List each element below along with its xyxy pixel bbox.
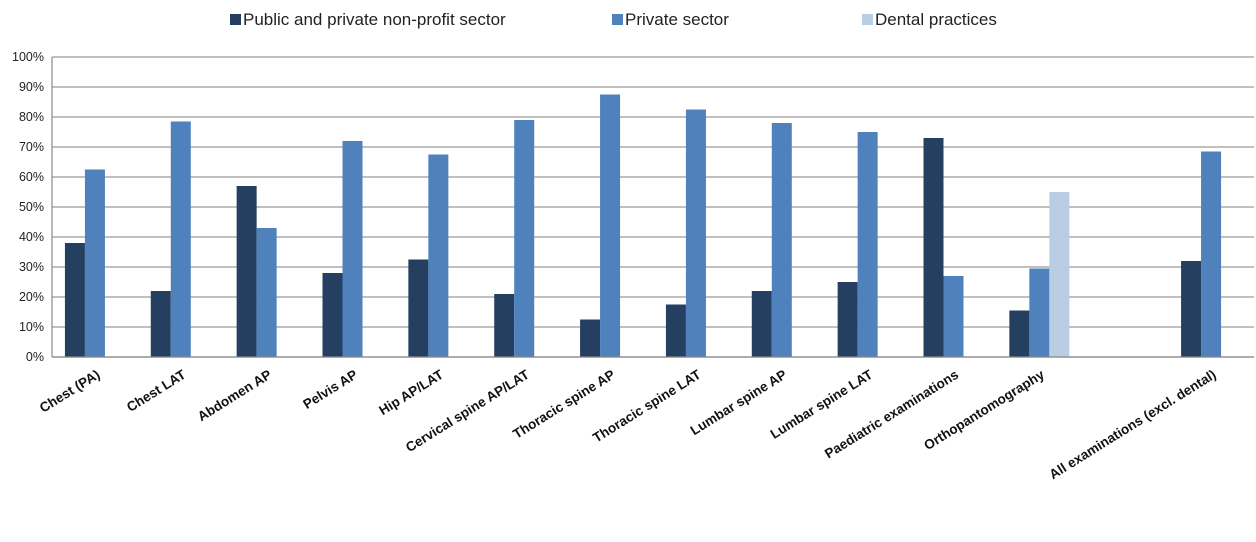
bar-public <box>150 291 171 357</box>
y-tick-label: 60% <box>19 170 44 184</box>
x-tick-label: All examinations (excl. dental) <box>1047 367 1219 482</box>
bar-private <box>428 154 449 357</box>
bar-public <box>1009 310 1030 357</box>
x-tick-label: Abdomen AP <box>195 367 274 424</box>
y-tick-label: 80% <box>19 110 44 124</box>
bar-private <box>170 121 191 357</box>
bar-private <box>514 120 535 357</box>
bar-private <box>342 141 363 357</box>
bar-private <box>857 132 878 357</box>
bar-private <box>685 109 706 357</box>
bar-public <box>751 291 772 357</box>
y-tick-label: 50% <box>19 200 44 214</box>
bar-private <box>1029 268 1050 357</box>
legend: Public and private non-profit sector Priv… <box>230 10 997 29</box>
bar-public <box>665 304 686 357</box>
x-tick-label: Pelvis AP <box>300 367 360 412</box>
legend-swatch <box>612 14 623 25</box>
bar-private <box>1201 151 1222 357</box>
bar-private <box>84 169 105 357</box>
x-tick-label: Hip AP/LAT <box>376 366 446 418</box>
bar-public <box>408 259 429 357</box>
bar-public <box>236 186 257 357</box>
y-tick-label: 30% <box>19 260 44 274</box>
legend-swatch <box>862 14 873 25</box>
bar-public <box>923 138 944 357</box>
bar-private <box>943 276 964 357</box>
y-tick-label: 10% <box>19 320 44 334</box>
bar-dental <box>1049 192 1070 357</box>
bar-private <box>771 123 792 357</box>
y-tick-label: 0% <box>26 350 44 364</box>
y-tick-label: 70% <box>19 140 44 154</box>
gridlines <box>52 56 1254 358</box>
y-axis-ticks: 0% 10% 20% 30% 40% 50% 60% 70% 80% 90% 100% <box>12 50 44 364</box>
bar-private <box>256 228 277 357</box>
bar-private <box>600 94 621 357</box>
y-tick-label: 100% <box>12 50 44 64</box>
bar-public <box>580 319 601 357</box>
bar-public <box>494 294 515 357</box>
x-tick-label: Chest (PA) <box>37 367 103 416</box>
legend-label: Private sector <box>625 10 729 29</box>
bars <box>64 94 1222 357</box>
x-tick-label: Chest LAT <box>124 366 189 414</box>
legend-label: Public and private non-profit sector <box>243 10 506 29</box>
y-tick-label: 20% <box>19 290 44 304</box>
bar-public <box>837 282 858 357</box>
bar-public <box>1181 261 1202 357</box>
legend-label: Dental practices <box>875 10 997 29</box>
bar-public <box>64 243 85 357</box>
x-axis-ticks: Chest (PA) Chest LAT Abdomen AP Pelvis AP Hi… <box>37 366 1219 482</box>
y-tick-label: 40% <box>19 230 44 244</box>
bar-public <box>322 273 343 357</box>
axes <box>51 57 1254 358</box>
y-tick-label: 90% <box>19 80 44 94</box>
legend-swatch <box>230 14 241 25</box>
